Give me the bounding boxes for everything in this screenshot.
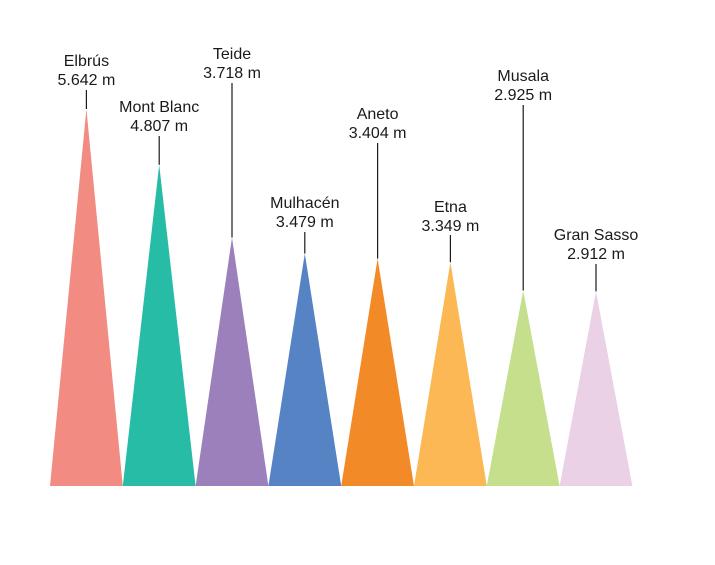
peak-triangle — [559, 291, 633, 486]
peak-triangle — [486, 290, 560, 486]
peak-triangle — [50, 109, 123, 486]
peak-name-label: Aneto — [357, 106, 399, 123]
peak-height-label: 3.404 m — [349, 125, 407, 142]
peak-name-label: Musala — [497, 68, 549, 85]
peak-name-label: Etna — [434, 199, 467, 216]
peak-triangle — [195, 237, 269, 486]
peak-triangle — [122, 164, 196, 487]
peak-name-label: Elbrús — [64, 53, 109, 70]
peak-height-label: 4.807 m — [130, 118, 188, 135]
peak-height-label: 3.479 m — [276, 214, 334, 231]
peak-triangle — [414, 262, 487, 486]
peak-name-label: Mont Blanc — [119, 99, 199, 116]
peak-name-label: Teide — [213, 46, 251, 63]
peak-height-label: 5.642 m — [57, 72, 115, 89]
peak-triangle — [268, 253, 342, 486]
peak-height-label: 2.925 m — [494, 87, 552, 104]
peak-name-label: Gran Sasso — [554, 227, 639, 244]
peak-name-label: Mulhacén — [270, 195, 339, 212]
peak-height-label: 3.349 m — [421, 218, 479, 235]
peak-height-label: 3.718 m — [203, 65, 261, 82]
peak-triangle — [341, 258, 414, 486]
peak-height-label: 2.912 m — [567, 246, 625, 263]
